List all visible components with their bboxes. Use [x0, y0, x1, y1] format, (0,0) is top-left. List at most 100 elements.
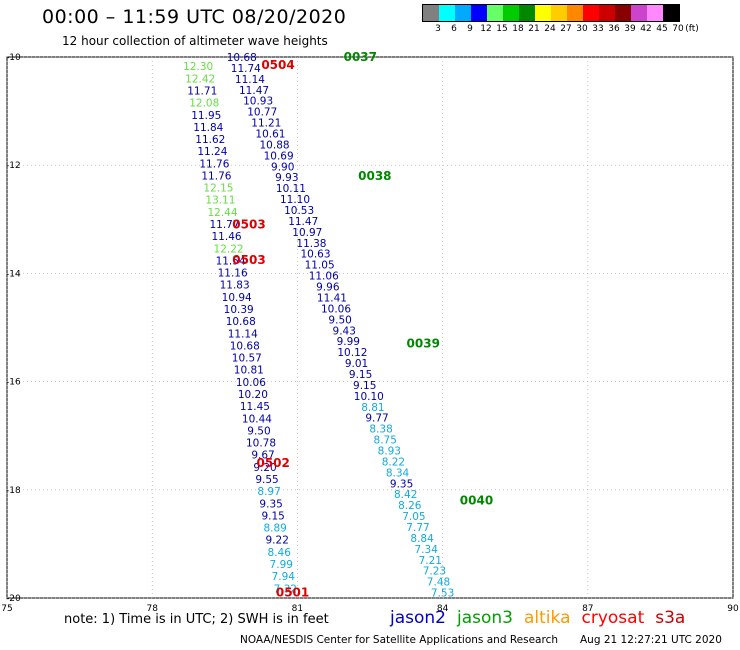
- track-a-value: 11.77: [209, 219, 239, 231]
- track-b-value: 9.90: [271, 161, 294, 173]
- x-tick-label: 78: [146, 604, 158, 614]
- track-b-value: 11.05: [305, 260, 335, 272]
- legend-swatch: [439, 5, 455, 21]
- track-b-value: 10.77: [247, 107, 277, 119]
- track-a-value: 9.15: [261, 510, 284, 522]
- legend-swatch: [471, 5, 487, 21]
- time-label: 0037: [344, 50, 377, 64]
- track-b-value: 7.21: [419, 555, 442, 567]
- track-b-value: 8.22: [382, 456, 405, 468]
- track-a-value: 10.81: [234, 365, 264, 377]
- y-tick-label: -14: [6, 269, 21, 279]
- track-a-value: 11.76: [199, 158, 229, 170]
- legend-swatch: [615, 5, 631, 21]
- track-b-value: 10.12: [337, 347, 367, 359]
- track-a-value: 11.84: [193, 122, 223, 134]
- legend-label: 12: [480, 24, 492, 34]
- legend-swatch: [503, 5, 519, 21]
- track-a-value: 8.46: [268, 547, 292, 559]
- track-a-value: 10.06: [236, 377, 266, 389]
- x-tick-label: 87: [582, 604, 593, 614]
- time-label: 0038: [358, 169, 391, 183]
- x-tick-label: 75: [1, 604, 12, 614]
- track-a-value: 10.20: [238, 389, 268, 401]
- track-b-value: 11.41: [317, 292, 347, 304]
- legend-swatch: [535, 5, 551, 21]
- legend-label: 24: [544, 24, 556, 34]
- track-b-value: 10.68: [227, 52, 257, 64]
- legend-label: 3: [435, 24, 441, 34]
- track-b-value: 8.75: [374, 435, 397, 447]
- legend-swatch: [487, 5, 503, 21]
- track-b-value: 9.50: [328, 314, 351, 326]
- track-b-value: 10.53: [284, 205, 314, 217]
- track-a-value: 10.44: [242, 413, 272, 425]
- track-b-value: 7.05: [402, 511, 425, 523]
- track-b-value: 9.77: [365, 413, 388, 425]
- plot-frame: [6, 56, 734, 599]
- track-a-value: 12.44: [207, 207, 237, 219]
- track-a-value: 11.46: [212, 231, 242, 243]
- track-b-value: 7.34: [415, 544, 439, 556]
- legend-label: 15: [496, 24, 508, 34]
- track-b-value: 7.48: [427, 577, 450, 589]
- credit-line: NOAA/NESDIS Center for Satellite Applica…: [240, 634, 558, 646]
- track-a-value: 12.30: [183, 61, 213, 73]
- track-a-value: 8.97: [257, 486, 280, 498]
- satellite-name: s3a: [655, 608, 686, 628]
- track-a-value: 11.14: [228, 328, 258, 340]
- track-a-value: 11.83: [220, 280, 250, 292]
- track-b-value: 8.42: [394, 489, 417, 501]
- track-a-value: 12.22: [214, 243, 244, 255]
- track-a-value: 8.89: [263, 523, 286, 535]
- legend-swatches: [422, 4, 680, 22]
- track-a-value: 10.94: [222, 292, 252, 304]
- x-tick-label: 84: [437, 604, 449, 614]
- time-label: 0503: [232, 218, 265, 232]
- time-label: 0039: [407, 337, 440, 351]
- legend-label: 6: [451, 24, 457, 34]
- track-b-value: 11.21: [251, 118, 281, 130]
- legend-swatch: [663, 5, 679, 21]
- legend-label: 18: [512, 24, 524, 34]
- track-a-value: 10.68: [226, 316, 256, 328]
- track-a-value: 9.20: [253, 462, 276, 474]
- timestamp: Aug 21 12:27:21 UTC 2020: [580, 634, 722, 646]
- track-b-value: 9.15: [353, 380, 376, 392]
- satellite-name: jason3: [457, 608, 513, 628]
- legend-swatch: [423, 5, 439, 21]
- legend-label: 30: [576, 24, 588, 34]
- track-a-value: 13.11: [205, 195, 235, 207]
- legend-swatch: [583, 5, 599, 21]
- track-b-value: 7.53: [431, 588, 454, 600]
- satellite-name: jason2: [390, 608, 446, 628]
- track-b-value: 8.93: [378, 445, 401, 457]
- time-label: 0504: [261, 58, 294, 72]
- track-b-value: 8.38: [369, 424, 392, 436]
- track-b-value: 11.06: [309, 271, 339, 283]
- track-b-value: 11.14: [235, 74, 265, 86]
- track-a-value: 11.71: [187, 85, 217, 97]
- chart-subtitle: 12 hour collection of altimeter wave hei…: [62, 34, 328, 48]
- track-b-value: 9.01: [345, 358, 368, 370]
- track-b-value: 10.61: [255, 129, 285, 141]
- track-b-value: 11.47: [239, 85, 269, 97]
- legend-labels: 3 6 9 12 15 18 21 24 27 30 33 36 39 42 45 70 (ft): [422, 22, 699, 36]
- legend-swatch: [519, 5, 535, 21]
- track-a-value: 9.22: [266, 535, 289, 547]
- track-b-value: 9.35: [390, 478, 413, 490]
- legend-label: 70: [672, 24, 684, 34]
- x-tick-label: 81: [292, 604, 303, 614]
- track-a-value: 10.39: [224, 304, 254, 316]
- track-a-value: 11.95: [191, 110, 221, 122]
- track-b-value: 9.93: [275, 172, 298, 184]
- track-b-value: 9.15: [349, 369, 372, 381]
- track-b-value: 10.06: [321, 303, 351, 315]
- track-a-value: 11.24: [197, 146, 227, 158]
- track-b-value: 9.96: [316, 282, 340, 294]
- satellite-list: jason2 jason3 altika cryosat s3a: [390, 608, 696, 628]
- satellite-name: altika: [524, 608, 571, 628]
- y-tick-label: -16: [6, 378, 21, 388]
- legend-swatch: [455, 5, 471, 21]
